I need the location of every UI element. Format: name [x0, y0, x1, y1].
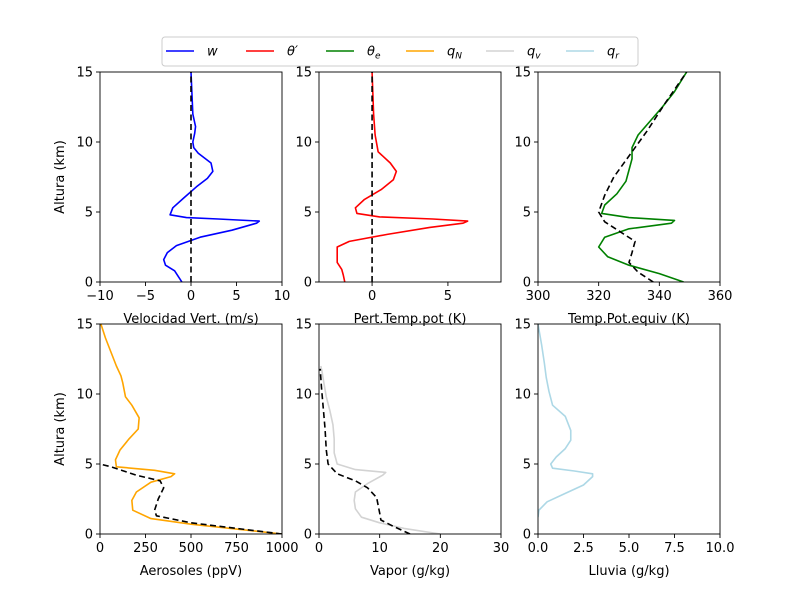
- x-axis-label: Temp.Pot.equiv (K): [567, 312, 690, 327]
- y-tick-label: 10: [76, 136, 93, 151]
- x-tick-label: 360: [708, 289, 733, 304]
- y-tick-label: 15: [514, 66, 531, 81]
- y-axis-label: Altura (km): [53, 392, 68, 466]
- x-tick-label: −5: [136, 289, 155, 304]
- x-tick-label: 5: [444, 289, 452, 304]
- series-line-2-1: [336, 72, 469, 282]
- series-line-3-2: [597, 72, 688, 282]
- panel-5: 0 10 20 30 0 5 10 15 Vapor (g/kg): [295, 318, 509, 580]
- x-tick-label: 0.0: [528, 541, 549, 556]
- panel-1: −10 −5 0 5 10 0 5 10 15 Velocidad Vert. (m/s) Altu…: [53, 66, 290, 328]
- x-tick-label: 0: [96, 541, 104, 556]
- y-tick-label: 10: [295, 388, 312, 403]
- y-tick-label: 5: [85, 206, 93, 221]
- x-tick-label: 1000: [265, 541, 298, 556]
- x-tick-label: 340: [647, 289, 672, 304]
- y-tick-label: 15: [295, 318, 312, 333]
- x-tick-label: −10: [86, 289, 113, 304]
- y-axis-label: Altura (km): [53, 140, 68, 214]
- y-tick-label: 0: [304, 528, 312, 543]
- y-tick-label: 15: [514, 318, 531, 333]
- y-tick-label: 0: [85, 528, 93, 543]
- x-tick-label: 10: [274, 289, 291, 304]
- x-tick-label: 30: [493, 541, 510, 556]
- y-tick-label: 10: [514, 136, 531, 151]
- series-line-4-2: [100, 463, 282, 534]
- y-tick-label: 0: [523, 276, 531, 291]
- x-axis-label: Lluvia (g/kg): [588, 564, 669, 579]
- x-tick-label: 0: [315, 541, 323, 556]
- series-line-6-1: [538, 324, 594, 518]
- axes-frame: [318, 323, 502, 535]
- x-axis-label: Vapor (g/kg): [370, 564, 450, 579]
- y-tick-label: 0: [523, 528, 531, 543]
- series-line-3-1: [597, 72, 688, 282]
- x-tick-label: 7.5: [664, 541, 685, 556]
- y-tick-label: 0: [304, 276, 312, 291]
- x-tick-label: 5.0: [619, 541, 640, 556]
- axes-frame: [99, 323, 283, 535]
- x-tick-label: 0: [368, 289, 376, 304]
- y-tick-label: 5: [85, 458, 93, 473]
- panel-2: 0 5 0 5 10 15 Pert.Temp.pot (K): [295, 66, 502, 327]
- x-tick-label: 750: [224, 541, 249, 556]
- y-tick-label: 10: [514, 388, 531, 403]
- legend-label: w: [207, 45, 218, 60]
- y-tick-label: 15: [295, 66, 312, 81]
- axes-frame: [537, 323, 721, 535]
- y-tick-label: 0: [85, 276, 93, 291]
- series-line-5-1: [320, 365, 441, 534]
- panel-3: 300 320 340 360 0 5 10 15 Temp.Pot.equiv (K): [514, 66, 732, 328]
- series-line-1-1: [162, 72, 261, 282]
- series-line-4-1: [100, 324, 282, 534]
- y-tick-label: 10: [295, 136, 312, 151]
- y-tick-label: 10: [76, 388, 93, 403]
- y-tick-label: 5: [304, 206, 312, 221]
- x-tick-label: 500: [179, 541, 204, 556]
- y-tick-label: 5: [304, 458, 312, 473]
- legend-frame: [161, 36, 639, 67]
- y-tick-label: 5: [523, 458, 531, 473]
- y-tick-label: 5: [523, 206, 531, 221]
- x-tick-label: 2.5: [573, 541, 594, 556]
- series-line-5-2: [319, 368, 411, 534]
- y-tick-label: 15: [76, 66, 93, 81]
- x-tick-label: 10.0: [706, 541, 735, 556]
- legend-label: θ′: [287, 45, 298, 60]
- legend: w θ′ θe qN qv qr: [161, 36, 639, 67]
- axes-frame: [537, 71, 721, 283]
- x-tick-label: 250: [133, 541, 158, 556]
- x-tick-label: 0: [187, 289, 195, 304]
- axes-frame: [318, 71, 502, 283]
- panel-6: 0.0 2.5 5.0 7.5 10.0 0 5 10 15 Lluvia (g/kg): [514, 318, 734, 580]
- x-axis-label: Pert.Temp.pot (K): [354, 312, 467, 327]
- x-tick-label: 5: [232, 289, 240, 304]
- x-tick-label: 20: [432, 541, 449, 556]
- x-axis-label: Velocidad Vert. (m/s): [123, 312, 258, 327]
- panel-4: 0 250 500 750 1000 0 5 10 15 Aerosoles (ppV) Altur…: [53, 318, 299, 580]
- y-tick-label: 15: [76, 318, 93, 333]
- x-tick-label: 10: [371, 541, 388, 556]
- x-tick-label: 300: [526, 289, 551, 304]
- x-tick-label: 320: [586, 289, 611, 304]
- x-axis-label: Aerosoles (ppV): [140, 564, 242, 579]
- panels: −10 −5 0 5 10 0 5 10 15 Velocidad Vert. (m/s) Altu…: [53, 66, 734, 580]
